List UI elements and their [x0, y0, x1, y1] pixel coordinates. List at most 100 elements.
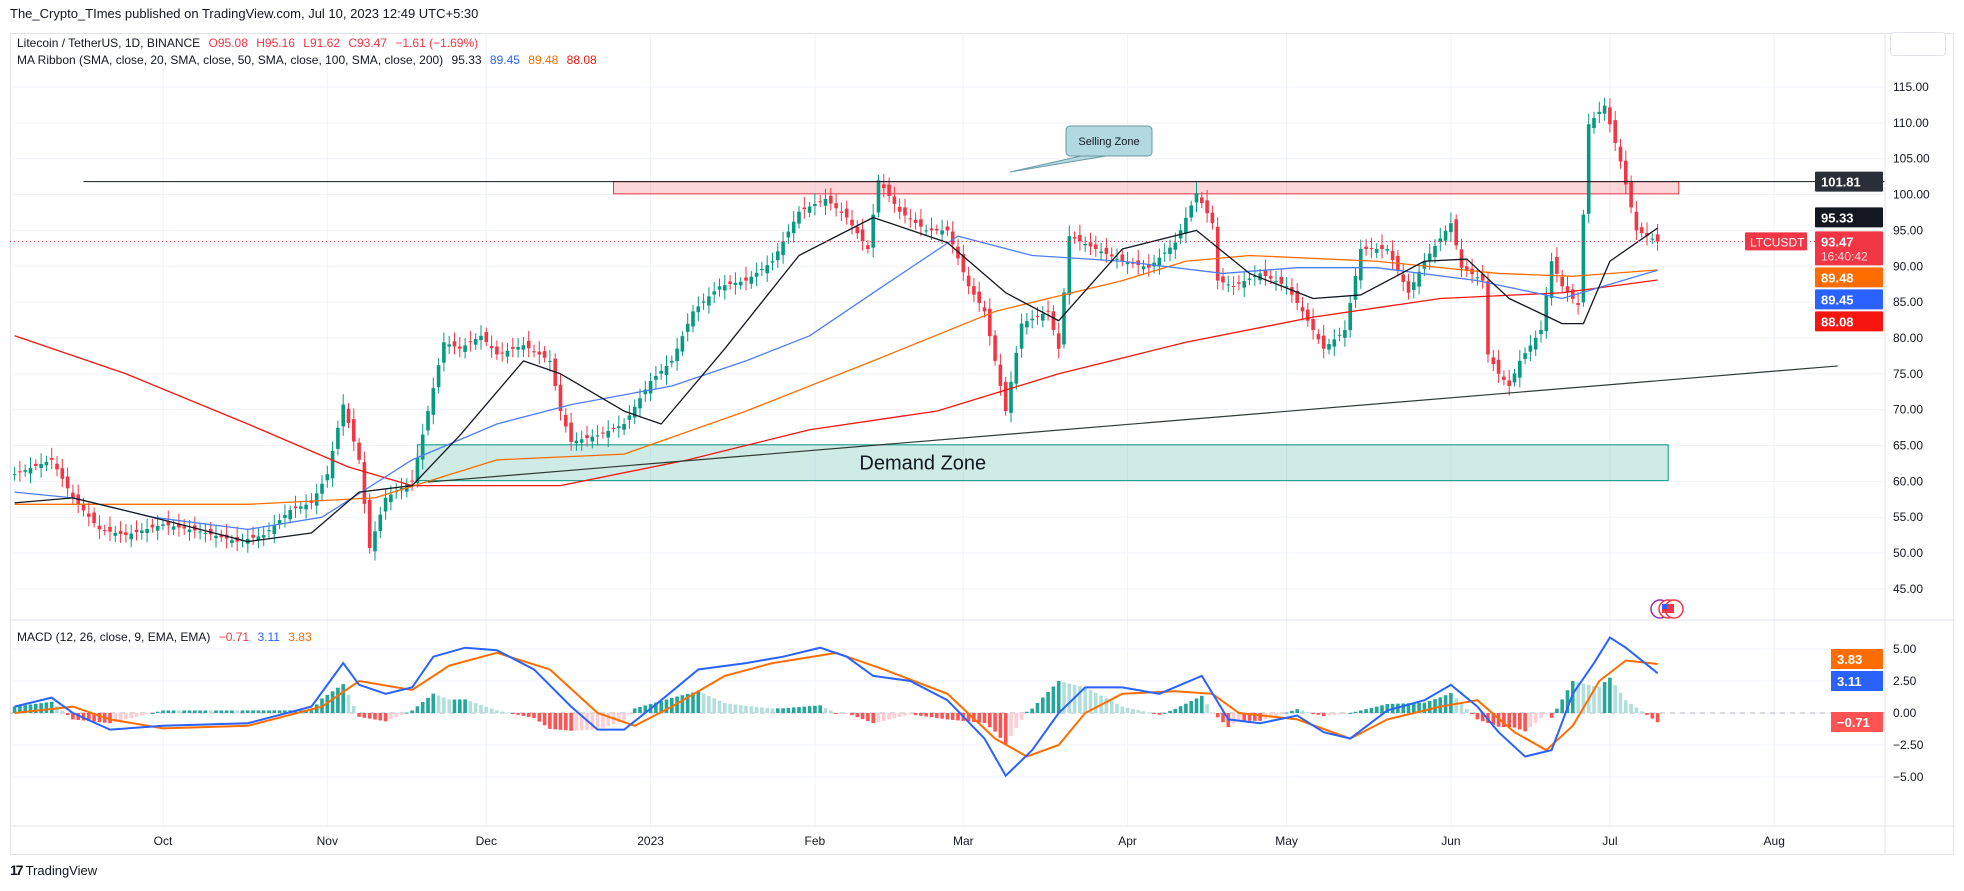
- candle[interactable]: [293, 506, 298, 509]
- candle[interactable]: [378, 514, 383, 532]
- candle[interactable]: [261, 535, 266, 538]
- candle[interactable]: [1194, 193, 1199, 203]
- candle[interactable]: [500, 352, 504, 354]
- candle[interactable]: [341, 404, 345, 427]
- candle[interactable]: [1443, 230, 1448, 241]
- candle[interactable]: [1555, 256, 1559, 274]
- ma20-line[interactable]: [14, 216, 1658, 543]
- candle[interactable]: [940, 230, 944, 235]
- candle[interactable]: [44, 461, 49, 466]
- candle[interactable]: [325, 474, 330, 481]
- candle[interactable]: [654, 375, 658, 380]
- candle[interactable]: [1571, 289, 1575, 299]
- candle[interactable]: [426, 411, 430, 431]
- candle[interactable]: [1147, 264, 1151, 268]
- candle[interactable]: [1025, 321, 1029, 328]
- candle[interactable]: [1099, 251, 1103, 254]
- candle[interactable]: [696, 306, 701, 313]
- candle[interactable]: [256, 536, 261, 540]
- candle[interactable]: [1480, 273, 1485, 281]
- candle[interactable]: [140, 530, 144, 534]
- candle[interactable]: [1332, 339, 1337, 347]
- candle[interactable]: [1242, 281, 1246, 288]
- candle[interactable]: [442, 342, 446, 363]
- candle[interactable]: [935, 228, 939, 231]
- candle[interactable]: [1592, 118, 1596, 128]
- candle[interactable]: [367, 499, 372, 549]
- candle[interactable]: [1364, 246, 1368, 250]
- candle[interactable]: [903, 207, 907, 216]
- candle[interactable]: [1162, 252, 1167, 254]
- macd-legend[interactable]: MACD (12, 26, close, 9, EMA, EMA) −0.71 …: [17, 630, 317, 644]
- candle[interactable]: [1470, 268, 1474, 275]
- candle[interactable]: [102, 530, 107, 532]
- candle[interactable]: [1586, 124, 1591, 214]
- candle[interactable]: [579, 439, 584, 443]
- candle[interactable]: [362, 462, 367, 504]
- candle[interactable]: [198, 531, 202, 533]
- candle[interactable]: [1459, 249, 1464, 268]
- candle[interactable]: [1290, 287, 1294, 295]
- candle[interactable]: [1348, 303, 1352, 331]
- candle[interactable]: [897, 206, 902, 212]
- candle[interactable]: [1412, 282, 1416, 291]
- ma200-line[interactable]: [14, 279, 1658, 487]
- candle[interactable]: [1072, 237, 1077, 239]
- candle[interactable]: [415, 457, 420, 484]
- candle[interactable]: [807, 206, 812, 213]
- candle[interactable]: [558, 384, 563, 412]
- candle[interactable]: [1618, 146, 1623, 162]
- candle[interactable]: [707, 296, 711, 306]
- demand-zone[interactable]: [416, 444, 1669, 482]
- candle[interactable]: [1337, 334, 1342, 336]
- candle[interactable]: [1549, 261, 1554, 299]
- candle[interactable]: [1624, 160, 1628, 185]
- candle[interactable]: [1279, 276, 1284, 284]
- candle[interactable]: [1523, 353, 1527, 359]
- candle[interactable]: [1380, 245, 1384, 250]
- candle[interactable]: [177, 523, 181, 528]
- candle[interactable]: [786, 231, 791, 238]
- candle[interactable]: [701, 301, 706, 303]
- trendline[interactable]: [427, 365, 1838, 483]
- candle[interactable]: [1507, 380, 1511, 386]
- candle[interactable]: [950, 231, 955, 245]
- candle[interactable]: [283, 515, 287, 518]
- candle[interactable]: [1491, 357, 1496, 365]
- candle[interactable]: [166, 521, 171, 526]
- candle[interactable]: [1401, 274, 1405, 282]
- candle[interactable]: [765, 265, 769, 274]
- candle[interactable]: [1173, 242, 1178, 250]
- candle[interactable]: [1157, 257, 1162, 267]
- candle[interactable]: [71, 492, 75, 498]
- candle[interactable]: [1406, 281, 1411, 293]
- candle[interactable]: [336, 427, 340, 449]
- candle[interactable]: [320, 483, 324, 494]
- candle[interactable]: [648, 380, 653, 394]
- candle[interactable]: [585, 435, 589, 439]
- candle[interactable]: [357, 442, 361, 460]
- candle[interactable]: [1613, 120, 1617, 143]
- candle[interactable]: [924, 230, 928, 232]
- candle[interactable]: [791, 221, 796, 234]
- candle[interactable]: [1200, 197, 1204, 204]
- candle[interactable]: [664, 365, 669, 376]
- candle[interactable]: [1046, 310, 1050, 312]
- candle[interactable]: [929, 228, 934, 231]
- candle[interactable]: [1650, 238, 1655, 240]
- candle[interactable]: [595, 435, 600, 437]
- candle[interactable]: [314, 493, 319, 506]
- candle[interactable]: [1321, 335, 1326, 349]
- candle[interactable]: [299, 506, 303, 509]
- candle[interactable]: [1353, 276, 1358, 300]
- candle[interactable]: [511, 347, 515, 349]
- candle[interactable]: [447, 344, 451, 347]
- candle[interactable]: [1449, 223, 1453, 233]
- candle[interactable]: [850, 219, 854, 226]
- candle[interactable]: [590, 436, 595, 442]
- candle[interactable]: [118, 530, 123, 534]
- candle[interactable]: [1539, 330, 1543, 334]
- candle[interactable]: [754, 272, 759, 277]
- candle[interactable]: [1221, 276, 1225, 283]
- candle[interactable]: [1645, 233, 1649, 236]
